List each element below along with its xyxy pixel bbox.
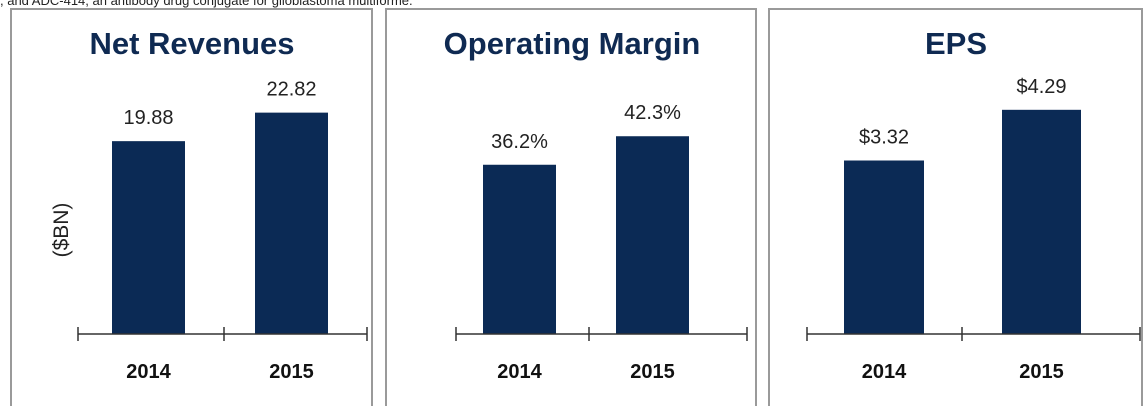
operating-margin-data-label-2015: 42.3% [624, 102, 681, 124]
net-revenues-data-label-2014: 19.88 [123, 107, 173, 129]
eps-bar-2015 [1002, 109, 1081, 335]
net-revenues-title: Net Revenues [89, 26, 294, 61]
operating-margin-bar-2015 [616, 136, 689, 334]
eps-chart: EPS $3.32 $4.29 2014 2015 [806, 26, 1141, 383]
eps-bar-2014 [844, 160, 924, 334]
net-revenues-tick-label-2015: 2015 [269, 361, 314, 383]
operating-margin-chart: Operating Margin 36.2% 42.3% 2014 2015 [444, 26, 748, 383]
eps-panel: EPS $3.32 $4.29 2014 2015 [768, 8, 1143, 406]
net-revenues-data-label-2015: 22.82 [266, 79, 316, 101]
operating-margin-data-label-2014: 36.2% [491, 131, 548, 153]
operating-margin-bar-2014 [483, 164, 556, 334]
eps-data-label-2014: $3.32 [859, 127, 909, 149]
operating-margin-title: Operating Margin [444, 26, 701, 61]
net-revenues-tick-label-2014: 2014 [126, 361, 171, 383]
net-revenues-y-axis-label: ($BN) [50, 203, 73, 258]
net-revenues-bar-2015 [255, 112, 328, 335]
eps-tick-label-2015: 2015 [1019, 361, 1064, 383]
top-caption: , and ADC-414, an antibody drug conjugat… [0, 0, 413, 8]
eps-title: EPS [925, 26, 987, 61]
operating-margin-panel: Operating Margin 36.2% 42.3% 2014 2015 [385, 8, 757, 406]
eps-tick-label-2014: 2014 [862, 361, 907, 383]
net-revenues-bar-2014 [112, 141, 185, 334]
net-revenues-chart: Net Revenues ($BN) 19.88 22.82 2014 2015 [50, 26, 368, 383]
net-revenues-panel: Net Revenues ($BN) 19.88 22.82 2014 2015 [10, 8, 373, 406]
eps-data-label-2015: $4.29 [1016, 76, 1066, 98]
operating-margin-tick-label-2015: 2015 [630, 361, 675, 383]
operating-margin-tick-label-2014: 2014 [497, 361, 542, 383]
